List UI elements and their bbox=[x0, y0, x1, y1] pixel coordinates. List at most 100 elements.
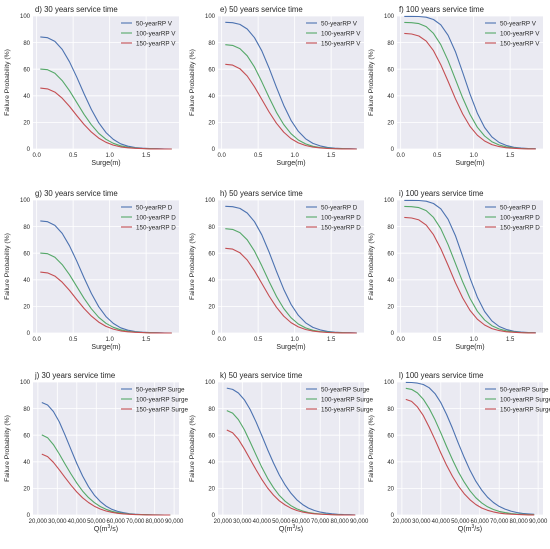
x-tick-label: 1.5 bbox=[327, 337, 336, 343]
x-axis-label: Q(m3/s) bbox=[279, 524, 303, 533]
x-tick-label: 20,000 bbox=[29, 519, 48, 525]
legend-label: 100-yearRP D bbox=[321, 214, 361, 221]
series-line bbox=[405, 387, 535, 516]
subplot-panel: 0 20 40 60 80 100 0.0 0.5 1.0 1.5 50-yearRP D 100-y… bbox=[368, 189, 543, 351]
x-tick-label: 90,000 bbox=[350, 519, 369, 525]
y-tick-label: 100 bbox=[384, 198, 395, 204]
subplot-panel: 0 20 40 60 80 100 20,000 30,000 40,000 50,000 60,0… bbox=[4, 371, 189, 533]
y-axis-label: Failure Probability (%) bbox=[189, 233, 196, 300]
y-tick-label: 20 bbox=[208, 487, 215, 493]
y-tick-label: 80 bbox=[208, 407, 215, 413]
y-tick-label: 0 bbox=[391, 513, 395, 519]
series-line bbox=[41, 453, 171, 516]
x-tick-label: 40,000 bbox=[432, 519, 451, 525]
x-tick-label: 1.0 bbox=[469, 153, 478, 159]
x-tick-label: 0.5 bbox=[69, 337, 78, 343]
series-line bbox=[40, 87, 172, 150]
subplot-title: d) 30 years service time bbox=[35, 5, 118, 14]
series-line bbox=[225, 63, 357, 150]
y-tick-label: 0 bbox=[212, 147, 216, 153]
y-tick-label: 0 bbox=[391, 331, 395, 337]
subplot-title: k) 50 years service time bbox=[220, 371, 302, 380]
series-line bbox=[225, 247, 357, 334]
x-tick-label: 90,000 bbox=[529, 519, 548, 525]
legend-label: 50-yearRP D bbox=[136, 204, 173, 211]
y-tick-label: 60 bbox=[208, 251, 215, 257]
y-tick-label: 40 bbox=[387, 94, 394, 100]
x-tick-label: 0.5 bbox=[69, 153, 78, 159]
x-tick-label: 70,000 bbox=[490, 519, 509, 525]
x-tick-label: 80,000 bbox=[509, 519, 528, 525]
y-tick-label: 60 bbox=[387, 251, 394, 257]
y-tick-label: 40 bbox=[208, 94, 215, 100]
y-axis-label: Failure Probability (%) bbox=[4, 233, 11, 300]
legend-label: 100-yearRP D bbox=[500, 214, 540, 221]
plot-area bbox=[33, 16, 179, 149]
legend-label: 100-yearRP Surge bbox=[136, 396, 189, 403]
x-axis-label: Surge(m) bbox=[91, 160, 120, 167]
y-tick-label: 60 bbox=[208, 67, 215, 73]
y-tick-label: 60 bbox=[387, 67, 394, 73]
x-tick-label: 0.5 bbox=[254, 337, 263, 343]
series-line bbox=[40, 271, 172, 334]
subplot-title: f) 100 years service time bbox=[399, 5, 484, 14]
legend-label: 100-yearRP V bbox=[321, 30, 361, 37]
legend-label: 50-yearRP Surge bbox=[500, 386, 549, 393]
x-tick-label: 70,000 bbox=[126, 519, 145, 525]
x-axis-label: Surge(m) bbox=[455, 160, 484, 167]
subplot-panel: 0 20 40 60 80 100 0.0 0.5 1.0 1.5 50-yearRP D 100-y… bbox=[189, 189, 364, 351]
y-tick-label: 80 bbox=[387, 225, 394, 231]
x-tick-label: 1.5 bbox=[142, 153, 151, 159]
plot-area bbox=[218, 200, 364, 333]
y-tick-label: 80 bbox=[208, 225, 215, 231]
y-tick-label: 80 bbox=[23, 407, 30, 413]
x-tick-label: 40,000 bbox=[68, 519, 87, 525]
subplot-panel: 0 20 40 60 80 100 20,000 30,000 40,000 50,000 60,0… bbox=[368, 371, 550, 533]
y-tick-label: 20 bbox=[23, 487, 30, 493]
y-tick-label: 0 bbox=[27, 147, 31, 153]
legend-label: 50-yearRP V bbox=[136, 20, 173, 27]
subplot-panel: 0 20 40 60 80 100 0.0 0.5 1.0 1.5 50-yearRP D 100-y… bbox=[4, 189, 179, 351]
x-tick-label: 50,000 bbox=[87, 519, 106, 525]
y-tick-label: 60 bbox=[208, 433, 215, 439]
x-axis-label: Surge(m) bbox=[276, 160, 305, 167]
y-tick-label: 100 bbox=[205, 380, 216, 386]
x-tick-label: 0.0 bbox=[32, 153, 41, 159]
x-axis-label: Surge(m) bbox=[91, 344, 120, 351]
y-tick-label: 80 bbox=[23, 41, 30, 47]
x-tick-label: 0.0 bbox=[396, 337, 405, 343]
subplot-title: i) 100 years service time bbox=[399, 189, 484, 198]
legend-label: 50-yearRP V bbox=[500, 20, 537, 27]
x-tick-label: 20,000 bbox=[393, 519, 412, 525]
y-tick-label: 100 bbox=[20, 198, 31, 204]
legend-label: 150-yearRP V bbox=[321, 40, 361, 47]
legend-label: 150-yearRP D bbox=[500, 224, 540, 231]
y-tick-label: 40 bbox=[23, 460, 30, 466]
legend-label: 100-yearRP D bbox=[136, 214, 176, 221]
x-axis-label: Q(m3/s) bbox=[94, 524, 118, 533]
x-tick-label: 80,000 bbox=[145, 519, 164, 525]
x-tick-label: 1.5 bbox=[142, 337, 151, 343]
legend-label: 150-yearRP D bbox=[321, 224, 361, 231]
y-axis-label: Failure Probability (%) bbox=[368, 233, 375, 300]
x-tick-label: 1.0 bbox=[290, 153, 299, 159]
y-tick-label: 60 bbox=[23, 433, 30, 439]
x-tick-label: 1.5 bbox=[506, 337, 515, 343]
y-tick-label: 80 bbox=[208, 41, 215, 47]
x-tick-label: 1.0 bbox=[105, 337, 114, 343]
subplot-panel: 0 20 40 60 80 100 0.0 0.5 1.0 1.5 50-yearRP V 100-y… bbox=[189, 5, 364, 167]
legend-label: 50-yearRP Surge bbox=[136, 386, 185, 393]
y-tick-label: 60 bbox=[387, 433, 394, 439]
y-tick-label: 20 bbox=[387, 305, 394, 311]
y-axis-label: Failure Probability (%) bbox=[189, 415, 196, 482]
y-tick-label: 60 bbox=[23, 67, 30, 73]
x-tick-label: 1.0 bbox=[290, 337, 299, 343]
y-tick-label: 100 bbox=[384, 14, 395, 20]
x-axis-label: Surge(m) bbox=[455, 344, 484, 351]
y-tick-label: 20 bbox=[23, 305, 30, 311]
y-axis-label: Failure Probability (%) bbox=[368, 415, 375, 482]
subplot-panel: 0 20 40 60 80 100 0.0 0.5 1.0 1.5 50-yearRP V 100-y… bbox=[368, 5, 543, 167]
x-tick-label: 40,000 bbox=[253, 519, 272, 525]
y-tick-label: 20 bbox=[208, 305, 215, 311]
